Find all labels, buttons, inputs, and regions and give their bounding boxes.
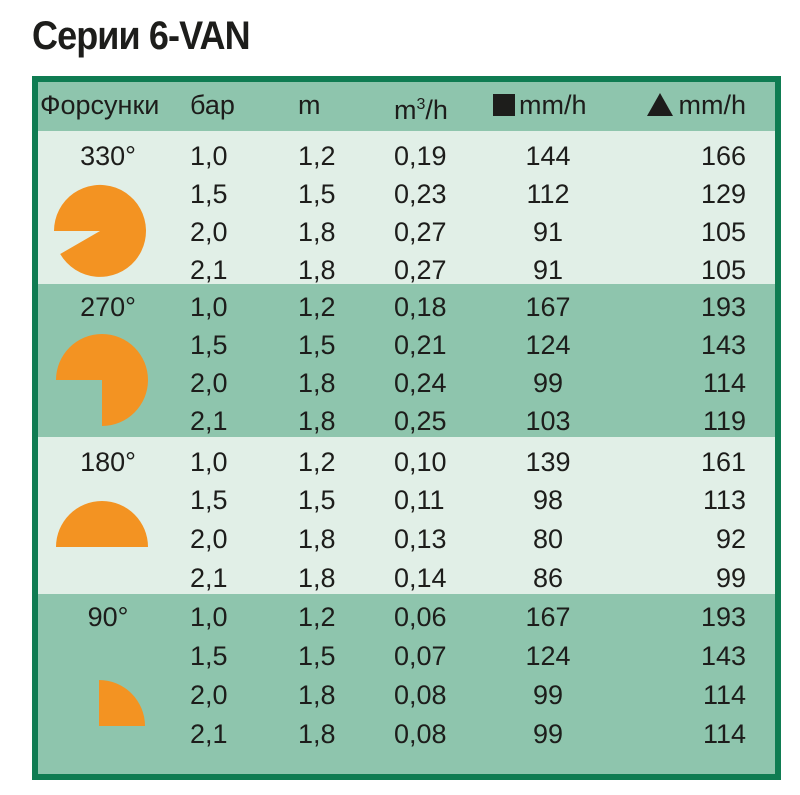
header-triangle-precip: mm/h	[638, 85, 746, 125]
block-330: 330° 1,0 1,2 0,19 144 166 1,5 1,5 0,23 1…	[38, 131, 775, 285]
angle-label: 180°	[80, 447, 136, 477]
square-spacing-icon	[493, 94, 515, 116]
angle-label: 330°	[80, 141, 136, 171]
pie-180-icon	[56, 501, 148, 547]
block-180: 180° 1,0 1,2 0,10 139 161 1,5 1,5 0,11 9…	[38, 437, 775, 594]
header-nozzles: Форсунки	[40, 90, 160, 120]
table-header: Форсунки бар m m3/h mm/h mm/h	[38, 82, 775, 131]
header-square-precip: mm/h	[493, 85, 613, 125]
header-radius: m	[298, 90, 321, 120]
header-pressure: бар	[190, 90, 235, 120]
triangle-spacing-icon	[646, 93, 673, 116]
header-flow: m3/h	[394, 95, 448, 125]
nozzle-performance-table: Форсунки бар m m3/h mm/h mm/h 330° 1,0 1…	[32, 76, 781, 780]
angle-label: 90°	[87, 602, 129, 632]
pie-330-icon	[53, 184, 146, 277]
angle-label: 270°	[80, 292, 136, 322]
block-270: 270° 1,0 1,2 0,18 167 193 1,5 1,5 0,21 1…	[38, 284, 775, 437]
page-title: Серии 6-VAN	[32, 14, 251, 58]
pie-90-icon	[99, 680, 145, 726]
block-90: 90° 1,0 1,2 0,06 167 193 1,5 1,5 0,07 12…	[38, 594, 775, 774]
pie-270-icon	[56, 334, 148, 426]
